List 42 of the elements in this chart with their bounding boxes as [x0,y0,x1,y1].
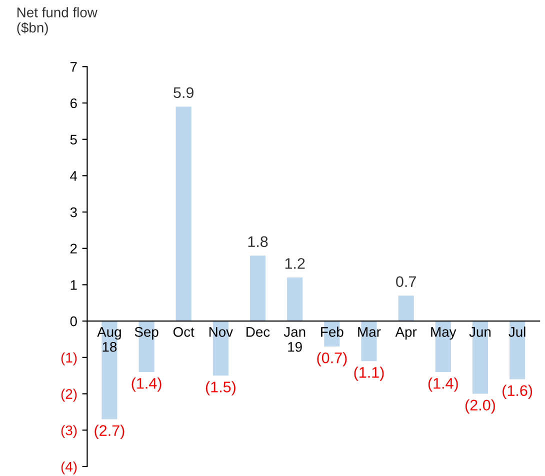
y-tick-label: (4) [61,461,77,474]
data-label: 0.7 [396,276,416,288]
bar [176,106,192,322]
x-tick-label: Jul [508,326,526,337]
data-label: (1.1) [354,366,384,381]
x-tick-label: Mar [358,327,381,337]
y-tick-label: 2 [70,244,77,254]
y-tick-label: (3) [61,425,77,438]
x-tick-label: Feb [321,326,344,337]
x-tick-label: Dec [246,327,270,337]
x-tick-label: Sep [134,327,158,340]
data-label: 1.8 [248,236,268,248]
data-label: (1.5) [206,381,236,396]
y-tick-label: 1 [70,280,77,290]
data-label: (2.0) [465,399,495,414]
data-label: (1.6) [502,384,532,400]
x-tick-label: Apr [395,327,417,340]
x-tick-label: Oct [173,327,194,337]
y-tick-label: 7 [70,62,77,72]
y-tick-label: (1) [61,352,77,366]
x-tick-label: Jan 19 [284,327,306,352]
y-tick-label: 6 [70,98,77,108]
y-tick-label: (2) [61,388,77,402]
bar [510,321,526,380]
bar [398,296,414,322]
data-label: (1.4) [428,378,458,392]
x-tick-label: May [431,327,456,340]
y-tick-label: 0 [70,316,77,326]
data-label: (0.7) [317,352,347,366]
data-label: (1.4) [132,378,162,392]
data-label: 1.2 [285,258,305,269]
y-tick-label: 5 [70,134,77,145]
bar [287,277,303,322]
x-tick-label: Nov [209,327,233,337]
data-label: (2.7) [94,424,124,440]
x-tick-label: Jun [469,327,491,337]
bar [250,256,266,322]
y-tick-label: 4 [70,171,78,181]
x-tick-label: Aug 18 [97,327,121,352]
y-tick-label: 3 [70,207,77,218]
y-axis-title: Net fund flow ($bn) [17,7,98,36]
data-label: 5.9 [174,87,194,98]
